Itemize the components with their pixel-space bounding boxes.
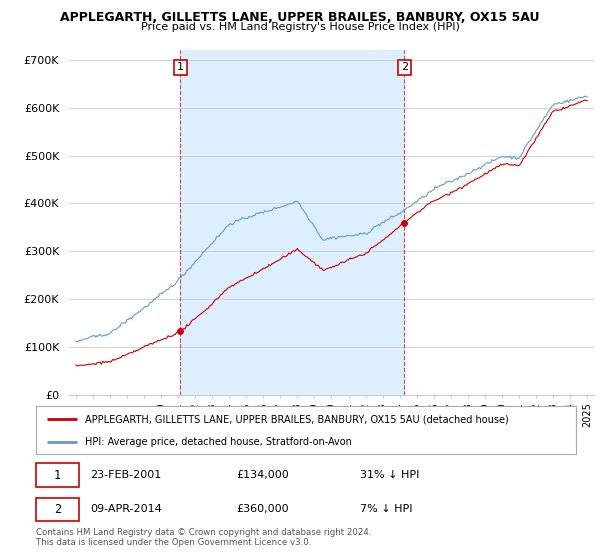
Text: HPI: Average price, detached house, Stratford-on-Avon: HPI: Average price, detached house, Stra… (85, 437, 352, 447)
Text: Contains HM Land Registry data © Crown copyright and database right 2024.
This d: Contains HM Land Registry data © Crown c… (36, 528, 371, 547)
Text: APPLEGARTH, GILLETTS LANE, UPPER BRAILES, BANBURY, OX15 5AU (detached house): APPLEGARTH, GILLETTS LANE, UPPER BRAILES… (85, 414, 508, 424)
Text: 7% ↓ HPI: 7% ↓ HPI (360, 505, 413, 515)
Text: 2: 2 (401, 63, 408, 72)
Text: 2: 2 (54, 503, 61, 516)
Text: APPLEGARTH, GILLETTS LANE, UPPER BRAILES, BANBURY, OX15 5AU: APPLEGARTH, GILLETTS LANE, UPPER BRAILES… (60, 11, 540, 24)
Text: 1: 1 (54, 469, 61, 482)
Text: 31% ↓ HPI: 31% ↓ HPI (360, 470, 419, 480)
FancyBboxPatch shape (36, 497, 79, 521)
Text: £134,000: £134,000 (236, 470, 289, 480)
Text: 1: 1 (177, 63, 184, 72)
Text: 23-FEB-2001: 23-FEB-2001 (90, 470, 161, 480)
Bar (181, 50, 404, 395)
Text: 09-APR-2014: 09-APR-2014 (90, 505, 162, 515)
FancyBboxPatch shape (36, 463, 79, 487)
Text: £360,000: £360,000 (236, 505, 289, 515)
Text: Price paid vs. HM Land Registry's House Price Index (HPI): Price paid vs. HM Land Registry's House … (140, 22, 460, 32)
